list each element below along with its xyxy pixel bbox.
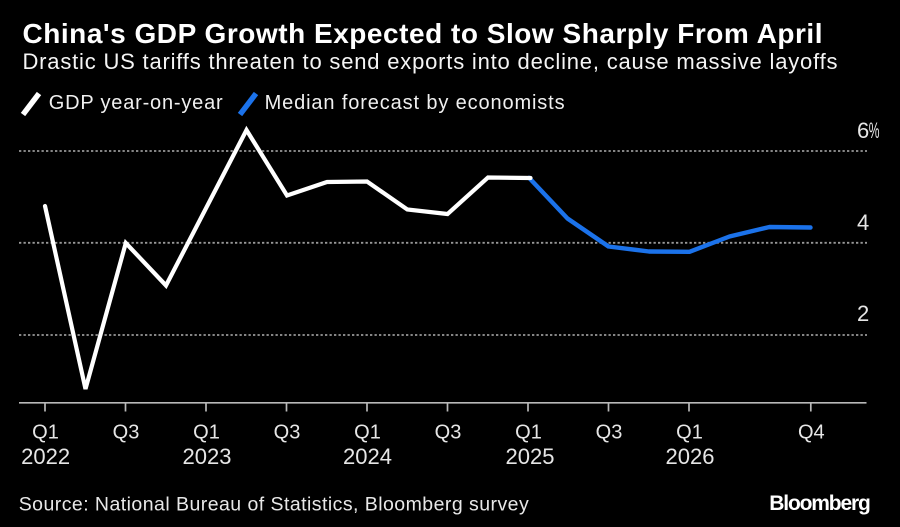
svg-text:China's GDP Growth Expected to: China's GDP Growth Expected to Slow Shar… bbox=[23, 18, 823, 49]
svg-text:2: 2 bbox=[857, 301, 869, 326]
svg-text:4: 4 bbox=[857, 210, 869, 235]
svg-text:Q3: Q3 bbox=[435, 422, 462, 444]
svg-text:Q1: Q1 bbox=[515, 422, 542, 444]
svg-text:Q1: Q1 bbox=[32, 422, 59, 444]
svg-text:2024: 2024 bbox=[343, 444, 392, 469]
svg-text:Drastic US tariffs threaten to: Drastic US tariffs threaten to send expo… bbox=[23, 49, 838, 74]
svg-text:%: % bbox=[869, 118, 880, 143]
svg-text:Q1: Q1 bbox=[193, 422, 220, 444]
svg-text:2023: 2023 bbox=[183, 444, 232, 469]
svg-text:Q4: Q4 bbox=[798, 422, 825, 444]
svg-text:Q3: Q3 bbox=[596, 422, 623, 444]
svg-text:2026: 2026 bbox=[666, 444, 715, 469]
svg-text:Q3: Q3 bbox=[113, 422, 140, 444]
svg-text:GDP year-on-year: GDP year-on-year bbox=[49, 92, 223, 114]
svg-text:Q3: Q3 bbox=[274, 422, 301, 444]
svg-text:2025: 2025 bbox=[506, 444, 555, 469]
svg-text:Median forecast by economists: Median forecast by economists bbox=[265, 92, 565, 114]
svg-text:6: 6 bbox=[857, 118, 869, 143]
svg-text:Q1: Q1 bbox=[676, 422, 703, 444]
svg-text:Source: National Bureau of Sta: Source: National Bureau of Statistics, B… bbox=[19, 494, 529, 516]
svg-text:Q1: Q1 bbox=[354, 422, 381, 444]
svg-text:Bloomberg: Bloomberg bbox=[769, 492, 871, 515]
svg-text:2022: 2022 bbox=[21, 444, 70, 469]
